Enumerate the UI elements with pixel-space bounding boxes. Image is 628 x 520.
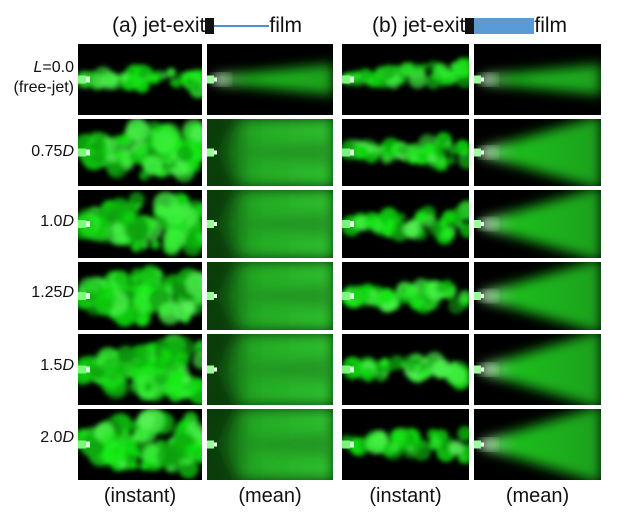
header-b-prefix: (b) jet-exit (372, 14, 466, 38)
header-b-suffix: film (534, 14, 568, 38)
mean-image-b (474, 334, 601, 405)
mean-image-b (474, 190, 601, 258)
mean-image-b (474, 44, 601, 115)
instant-image-b (342, 190, 469, 258)
instant-image-b (342, 334, 469, 405)
row-label: 2.0D (40, 429, 74, 446)
instant-image-a (78, 409, 202, 480)
mean-image-a (207, 334, 333, 405)
instant-image-a (78, 262, 202, 330)
header-a: (a) jet-exit film (112, 14, 302, 38)
mean-image-a (207, 44, 333, 115)
film-thick-icon (474, 18, 535, 35)
jet-exit-icon (205, 18, 215, 35)
film-thin-icon (214, 25, 270, 28)
row-label: 1.25D (31, 284, 74, 301)
instant-image-b (342, 409, 469, 480)
jet-exit-icon (465, 18, 475, 35)
instant-image-b (342, 119, 469, 186)
instant-image-a (78, 190, 202, 258)
instant-image-a (78, 119, 202, 186)
mean-image-a (207, 409, 333, 480)
footer-instant-b: (instant) (369, 485, 442, 507)
instant-image-b (342, 262, 469, 330)
mean-image-b (474, 409, 601, 480)
footer-mean-b: (mean) (505, 485, 570, 507)
row-label: 1.0D (40, 213, 74, 230)
mean-image-a (207, 262, 333, 330)
mean-image-b (474, 262, 601, 330)
instant-image-a (78, 44, 202, 115)
header-b: (b) jet-exit film (372, 14, 567, 38)
row-label: 0.75D (31, 143, 74, 160)
instant-image-b (342, 44, 469, 115)
mean-image-a (207, 190, 333, 258)
row-label: L=0.0 (free-jet) (13, 59, 74, 96)
row-label: 1.5D (40, 357, 74, 374)
header-a-suffix: film (269, 14, 303, 38)
footer-instant-a: (instant) (103, 485, 177, 507)
footer-mean-a: (mean) (238, 485, 302, 507)
header-a-prefix: (a) jet-exit (112, 14, 206, 38)
mean-image-a (207, 119, 333, 186)
mean-image-b (474, 119, 601, 186)
instant-image-a (78, 334, 202, 405)
